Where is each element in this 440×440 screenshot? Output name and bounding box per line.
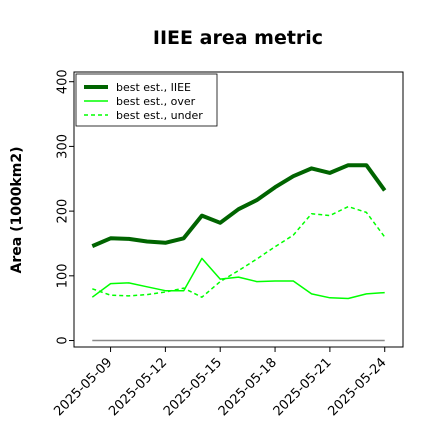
axes-frame <box>73 71 404 348</box>
chart-title: IIEE area metric <box>153 27 323 49</box>
x-tick-label: 2025-05-18 <box>216 355 280 419</box>
series-line-best-est-iiee <box>91 163 387 248</box>
x-tick-label: 2025-05-09 <box>51 355 115 419</box>
x-tick-label: 2025-05-24 <box>326 355 390 419</box>
series-line-best-est-under <box>92 205 386 298</box>
legend-label: best est., IIEE <box>116 81 191 94</box>
x-tick-label: 2025-05-21 <box>271 355 335 419</box>
legend-box <box>75 73 218 127</box>
series-line-best-est-over <box>91 257 385 300</box>
y-tick-label: 200 <box>56 199 71 224</box>
y-tick-label: 0 <box>56 336 71 344</box>
y-tick-label: 400 <box>56 69 71 94</box>
legend-label: best est., over <box>116 95 196 108</box>
x-tick-label: 2025-05-15 <box>161 355 225 419</box>
plot-area: 01002003004002025-05-092025-05-122025-05… <box>51 69 404 419</box>
y-axis-label: Area (1000km2) <box>9 147 25 274</box>
x-tick-label: 2025-05-12 <box>106 355 170 419</box>
y-tick-label: 100 <box>56 263 71 288</box>
legend-label: best est., under <box>116 109 203 122</box>
y-tick-label: 300 <box>56 134 71 159</box>
